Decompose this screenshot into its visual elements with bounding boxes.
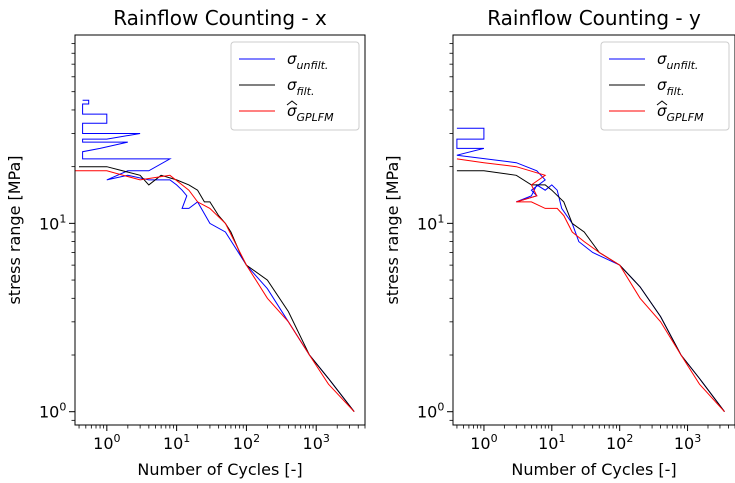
legend-entry-label: σfilt. [287, 76, 315, 98]
x-tick-label: 101 [538, 432, 565, 453]
legend: σunfilt. σfilt. σGPLFM [230, 41, 360, 131]
legend-entry-label: σfilt. [657, 76, 685, 98]
x-tick-label: 102 [606, 432, 633, 453]
y-axis-label: stress range [MPa] [383, 155, 402, 304]
x-tick-label: 103 [303, 432, 330, 453]
plot-frame [452, 34, 735, 426]
x-axis-label: Number of Cycles [-] [137, 460, 302, 479]
series-line-filt [79, 166, 355, 413]
x-axis-label: Number of Cycles [-] [511, 460, 676, 479]
plot-frame [74, 34, 366, 426]
legend-entry-label: σGPLFM [657, 102, 704, 124]
x-tick-label: 100 [93, 432, 120, 453]
chart-title: Rainflow Counting - x [113, 6, 327, 30]
y-tick-label: 101 [39, 212, 66, 233]
x-tick-label: 103 [674, 432, 701, 453]
legend: σunfilt. σfilt. σGPLFM [600, 41, 730, 131]
legend-entry-label: σGPLFM [287, 102, 334, 124]
y-tick-label: 100 [39, 401, 66, 422]
hat-accent-icon [656, 100, 668, 106]
series-line-unfilt [82, 99, 355, 413]
series-line-gplfm [75, 170, 355, 413]
y-axis-label: stress range [MPa] [5, 155, 24, 304]
legend-box [230, 41, 360, 131]
chart-title: Rainflow Counting - y [487, 6, 701, 30]
x-tick-label: 101 [163, 432, 190, 453]
series-line-unfilt [456, 127, 725, 413]
y-tick-label: 100 [417, 401, 444, 422]
y-tick-label: 101 [417, 212, 444, 233]
legend-box [600, 41, 730, 131]
x-tick-label: 102 [233, 432, 260, 453]
legend-entry-label: σunfilt. [287, 50, 328, 72]
series-line-filt [456, 170, 725, 413]
x-tick-label: 100 [470, 432, 497, 453]
legend-entry-label: σunfilt. [657, 50, 698, 72]
chart-panel-2: 100 101 102 103 100 101 Rainflow Counting - y N… [383, 6, 735, 479]
hat-accent-icon [286, 100, 298, 106]
series-line-gplfm [456, 158, 725, 413]
chart-panel-1: 100 101 102 103 100 101 Rainflow Counting - x N… [5, 6, 366, 479]
